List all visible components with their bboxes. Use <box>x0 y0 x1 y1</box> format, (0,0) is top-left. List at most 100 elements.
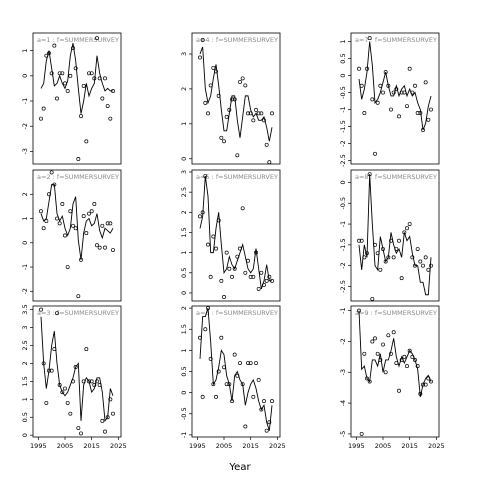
observed-point <box>76 426 81 430</box>
observed-point <box>426 117 431 122</box>
observed-point <box>375 351 380 356</box>
observed-point <box>71 46 75 51</box>
observed-point <box>81 379 86 384</box>
observed-point <box>79 114 83 119</box>
y-tick-label: -1 <box>21 264 29 270</box>
observed-point <box>375 100 380 105</box>
observed-point <box>216 93 221 98</box>
observed-point <box>97 383 102 387</box>
panel-5: a=5 : f=SUMMERSURVEY 0 0.5 1 1.5 2 2.5 3 <box>180 169 281 302</box>
observed-point <box>49 71 54 76</box>
y-tick-label: 1 <box>180 251 188 255</box>
observed-point <box>394 87 399 92</box>
observed-point <box>240 76 245 81</box>
observed-point <box>399 276 404 281</box>
observed-point <box>413 357 417 362</box>
observed-point <box>418 111 423 115</box>
y-tick-label: -0.5 <box>339 86 347 99</box>
y-tick-label: 1 <box>339 39 347 43</box>
y-tick-label: -1.5 <box>339 239 347 252</box>
panel-title: a=4 : f=SUMMERSURVEY <box>196 36 278 44</box>
observed-point <box>79 257 83 262</box>
observed-point <box>405 364 409 369</box>
observed-point <box>391 90 396 95</box>
y-tick-label: 0 <box>21 241 29 245</box>
observed-point <box>108 221 113 226</box>
y-tick-label: -2 <box>339 262 347 268</box>
panel-7: a=3 : f=SUMMERSURVEY 0 0.5 1 1.5 2 2.5 3 3.5 <box>21 304 122 438</box>
observed-point <box>95 36 99 40</box>
observed-point <box>405 104 409 109</box>
y-tick-label: 3.5 <box>21 304 29 314</box>
observed-point <box>200 38 205 42</box>
observed-point <box>84 347 89 352</box>
observed-point <box>365 66 369 71</box>
observed-point <box>44 400 49 405</box>
y-tick-label: -1 <box>339 106 347 112</box>
observed-point <box>359 83 364 88</box>
y-tick-label: -0.5 <box>339 197 347 210</box>
y-tick-label: 2 <box>21 192 29 196</box>
observed-point <box>248 361 253 365</box>
observed-point <box>267 420 272 425</box>
y-tick-label: 3 <box>180 52 188 56</box>
y-tick-label: -0.5 <box>180 407 188 420</box>
observed-point <box>39 116 43 121</box>
observed-point <box>230 399 234 404</box>
observed-point <box>235 153 240 158</box>
observed-point <box>256 286 261 291</box>
observed-point <box>254 361 258 365</box>
observed-point <box>367 379 372 384</box>
observed-point <box>206 242 210 247</box>
observed-point <box>370 339 375 344</box>
panel-9: a=9 : f=SUMMERSURVEY -5 -4 -3 -2 -1 <box>339 305 440 438</box>
panel-2: a=4 : f=SUMMERSURVEY 0 1 2 3 <box>180 32 281 165</box>
observed-point <box>57 71 62 76</box>
observed-point <box>41 361 46 366</box>
observed-point <box>270 278 274 283</box>
observed-point <box>84 231 89 236</box>
observed-point <box>227 266 232 271</box>
y-tick-label: 0 <box>21 74 29 78</box>
y-tick-label: -5 <box>339 431 347 437</box>
observed-point <box>383 259 388 264</box>
y-tick-label: 1 <box>21 49 29 53</box>
observed-point <box>378 357 383 362</box>
y-tick-label: 0 <box>339 73 347 77</box>
observed-point <box>256 111 261 116</box>
observed-point <box>105 415 110 420</box>
y-tick-label: -3 <box>21 148 29 154</box>
x-tick-label: 1995 <box>189 442 206 450</box>
panel-6: a=8 : f=SUMMERSURVEY -2.5 -2 -1.5 -1 -0.5 0 <box>339 169 440 302</box>
observed-point <box>357 308 361 313</box>
observed-point <box>63 233 67 238</box>
observed-point <box>208 274 213 279</box>
observed-point <box>198 335 202 340</box>
y-tick-label: 2 <box>180 210 188 214</box>
y-tick-label: 2.5 <box>21 340 29 350</box>
observed-point <box>415 111 420 115</box>
observed-point <box>365 251 369 256</box>
y-tick-label: 2 <box>21 361 29 365</box>
observed-point <box>383 370 388 375</box>
observed-point <box>391 330 396 335</box>
observed-point <box>103 245 107 250</box>
observed-point <box>87 211 91 216</box>
observed-point <box>100 96 105 101</box>
panel-frame <box>191 169 281 302</box>
observed-point <box>41 106 46 111</box>
observed-point <box>426 376 431 381</box>
observed-point <box>200 210 205 215</box>
y-tick-label: 0.5 <box>180 268 188 278</box>
observed-point <box>214 69 218 74</box>
observed-point <box>399 90 404 95</box>
y-tick-label: 0 <box>21 433 29 437</box>
observed-point <box>49 170 54 175</box>
observed-point <box>76 294 81 299</box>
observed-point <box>198 55 202 60</box>
x-tick-label: 2025 <box>428 442 445 450</box>
y-tick-label: -1 <box>180 432 188 438</box>
observed-point <box>216 369 221 374</box>
observed-point <box>211 234 216 239</box>
fitted-line <box>199 175 272 290</box>
